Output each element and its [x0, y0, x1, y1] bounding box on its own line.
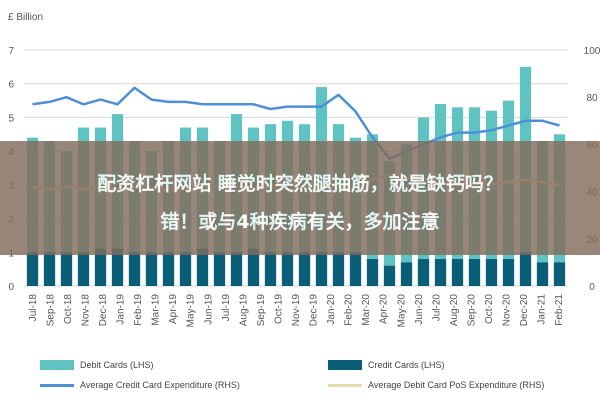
x-tick-label: Feb-21 — [554, 294, 565, 326]
y-tick-label-left: 5 — [8, 113, 14, 124]
bar-credit-cards — [298, 252, 311, 286]
x-tick-label: Feb-19 — [133, 294, 144, 326]
legend-swatch-debit — [40, 360, 74, 370]
x-tick-label: Jul-18 — [28, 294, 39, 322]
y-tick-label-left: 7 — [8, 46, 14, 57]
bar-credit-cards — [349, 252, 362, 286]
bar-credit-cards — [434, 259, 447, 286]
legend-item-debit-avg: Average Debit Card PoS Expenditure (RHS) — [328, 380, 544, 390]
x-tick-label: Oct-19 — [273, 294, 284, 324]
bar-credit-cards — [536, 262, 549, 286]
bar-credit-cards — [94, 248, 107, 286]
x-tick-label: Sep-18 — [45, 294, 56, 327]
legend-item-credit: Credit Cards (LHS) — [328, 360, 445, 370]
x-tick-label: Jun-19 — [203, 294, 214, 325]
legend-swatch-credit-avg — [40, 383, 74, 387]
bar-credit-cards — [60, 252, 73, 286]
y-tick-label-left: 0 — [8, 282, 14, 293]
legend-label-credit-avg: Average Credit Card Expenditure (RHS) — [80, 380, 240, 390]
legend-swatch-debit-avg — [328, 383, 362, 387]
bar-credit-cards — [213, 252, 226, 286]
bar-credit-cards — [128, 252, 141, 286]
x-tick-label: May-20 — [396, 294, 407, 328]
bar-credit-cards — [264, 252, 277, 286]
x-tick-label: Mar-19 — [151, 294, 162, 326]
banner-headline-line1[interactable]: 配资杠杆网站 睡觉时突然腿抽筋，就是缺钙吗？ — [97, 173, 503, 195]
x-tick-label: Jul-19 — [221, 294, 232, 322]
bar-credit-cards — [179, 252, 192, 286]
x-tick-label: Jan-19 — [116, 294, 127, 325]
bar-credit-cards — [43, 252, 56, 286]
bar-credit-cards — [519, 252, 532, 286]
banner-headline-line2[interactable]: 错！或与4种疾病有关，多加注意 — [160, 211, 440, 233]
x-tick-label: Dec-20 — [519, 294, 530, 327]
bar-credit-cards — [77, 252, 90, 286]
bar-credit-cards — [145, 252, 158, 286]
bar-credit-cards — [315, 252, 328, 286]
bar-credit-cards — [468, 259, 481, 286]
bar-credit-cards — [230, 252, 243, 286]
bar-credit-cards — [26, 252, 39, 286]
x-tick-label: Apr-20 — [379, 294, 390, 324]
line-credit-card-avg — [32, 86, 560, 160]
x-tick-label: Jan-20 — [326, 294, 337, 325]
bar-credit-cards — [247, 248, 260, 286]
x-tick-label: Sep-20 — [466, 294, 477, 327]
x-tick-label: Nov-20 — [502, 294, 513, 327]
x-tick-label: Feb-20 — [344, 294, 355, 326]
x-tick-label: Aug-19 — [238, 294, 249, 327]
bar-credit-cards — [502, 259, 515, 286]
x-tick-label: Nov-18 — [80, 294, 91, 327]
y-tick-label-left: 6 — [8, 80, 14, 91]
bar-credit-cards — [553, 262, 566, 286]
legend-swatch-credit — [328, 360, 362, 370]
x-tick-label: Oct-18 — [63, 294, 74, 324]
bar-credit-cards — [400, 262, 413, 286]
chart-legend: Debit Cards (LHS) Credit Cards (LHS) Ave… — [0, 350, 600, 400]
bar-credit-cards — [281, 252, 294, 286]
overlay-banner[interactable]: 配资杠杆网站 睡觉时突然腿抽筋，就是缺钙吗？ 错！或与4种疾病有关，多加注意 — [0, 141, 600, 255]
x-tick-label: Apr-19 — [168, 294, 179, 324]
x-axis: Jul-18 Sep-18 Oct-18 Nov-18 Dec-18 Jan-19 Feb-… — [28, 294, 565, 328]
x-tick-label: Nov-19 — [291, 294, 302, 327]
bar-credit-cards — [451, 259, 464, 286]
bar-credit-cards — [332, 252, 345, 286]
x-tick-label: Mar-20 — [361, 294, 372, 326]
legend-label-credit: Credit Cards (LHS) — [368, 360, 445, 370]
legend-label-debit-avg: Average Debit Card PoS Expenditure (RHS) — [368, 380, 545, 390]
x-tick-label: May-19 — [186, 294, 197, 328]
x-tick-label: Dec-18 — [98, 294, 109, 327]
y-axis-unit-label: £ Billion — [8, 12, 44, 23]
bar-credit-cards — [383, 265, 396, 286]
bar-credit-cards — [111, 248, 124, 286]
legend-item-debit: Debit Cards (LHS) — [40, 360, 154, 370]
x-tick-label: Aug-20 — [449, 294, 460, 327]
x-tick-label: Oct-20 — [484, 294, 495, 324]
bar-credit-cards — [196, 248, 209, 286]
bar-credit-cards — [162, 252, 175, 286]
legend-label-debit: Debit Cards (LHS) — [80, 360, 154, 370]
y-tick-label-right: 0 — [589, 282, 595, 293]
bar-credit-cards — [417, 259, 430, 286]
y-tick-label-right: 80 — [586, 93, 598, 104]
bar-credit-cards — [366, 259, 379, 286]
x-tick-label: Jan-21 — [537, 294, 548, 325]
x-tick-label: Dec-19 — [309, 294, 320, 327]
x-tick-label: Jul-20 — [431, 294, 442, 322]
x-tick-label: Jun-20 — [414, 294, 425, 325]
bar-credit-cards — [485, 259, 498, 286]
y-tick-label-right: 100 — [584, 46, 600, 57]
legend-item-credit-avg: Average Credit Card Expenditure (RHS) — [40, 380, 240, 390]
x-tick-label: Sep-19 — [256, 294, 267, 327]
